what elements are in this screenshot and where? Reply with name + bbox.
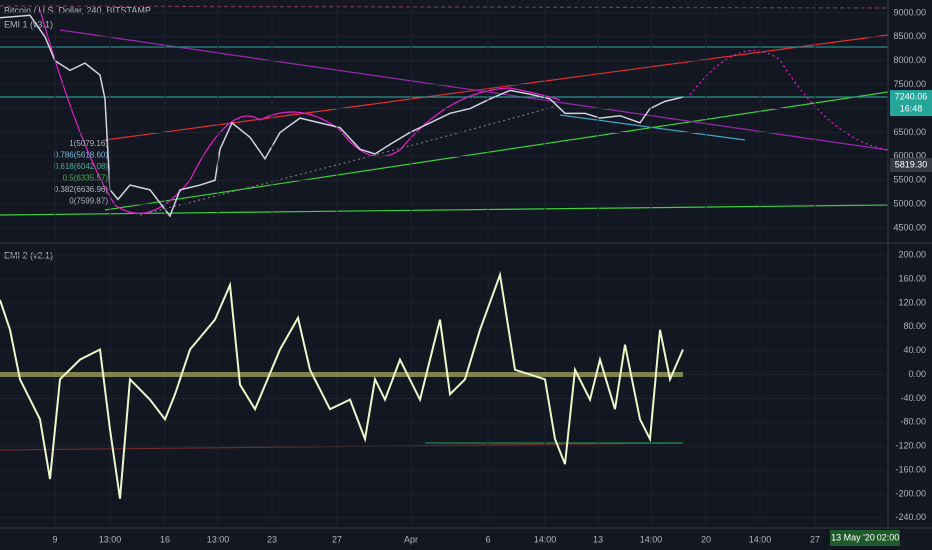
x-tick-label: 9 bbox=[52, 534, 57, 544]
y-tick-label: 8000.00 bbox=[893, 55, 926, 65]
x-tick-label: 14:00 bbox=[749, 534, 772, 544]
projection bbox=[689, 50, 889, 151]
level-line bbox=[0, 5, 889, 9]
y-tick-label: 0.00 bbox=[908, 369, 926, 379]
x-tick-label: 20 bbox=[701, 534, 711, 544]
y-tick-label: 80.00 bbox=[903, 321, 926, 331]
y-tick-label: -160.00 bbox=[895, 464, 926, 474]
y-tick-label: -120.00 bbox=[895, 441, 926, 451]
series-line bbox=[0, 270, 684, 499]
x-tick-label: Apr bbox=[404, 534, 418, 544]
y-tick-label: 200.00 bbox=[898, 250, 926, 260]
fib-label: 1(5079.16) bbox=[69, 139, 108, 148]
y-tick-label: 4500.00 bbox=[893, 222, 926, 232]
x-tick-label: 14:00 bbox=[640, 534, 663, 544]
x-tick-label: 13:00 bbox=[99, 534, 122, 544]
y-tick-label: 5000.00 bbox=[893, 199, 926, 209]
series-line bbox=[0, 14, 684, 218]
price-label: 7240.06 bbox=[895, 91, 928, 101]
x-tick-label: 23 bbox=[267, 534, 277, 544]
projection bbox=[139, 104, 561, 216]
trend-line bbox=[59, 29, 889, 151]
fib-label: 0.786(5618.60) bbox=[54, 151, 109, 160]
y-tick-label: 6000.00 bbox=[893, 151, 926, 161]
y-tick-label: -80.00 bbox=[900, 417, 926, 427]
marker-box bbox=[890, 158, 932, 173]
crosshair-date: 13 May '20 bbox=[831, 532, 875, 542]
x-tick-label: 27 bbox=[810, 534, 820, 544]
crosshair-box bbox=[876, 530, 900, 546]
fib-label: 0(7599.87) bbox=[69, 197, 108, 206]
y-tick-label: 9000.00 bbox=[893, 7, 926, 17]
marker-label: 5819.30 bbox=[895, 159, 928, 169]
trend-line bbox=[559, 114, 746, 141]
y-tick-label: 120.00 bbox=[898, 297, 926, 307]
crosshair-time: 02:00 bbox=[877, 532, 900, 542]
y-tick-label: 40.00 bbox=[903, 345, 926, 355]
y-tick-label: -40.00 bbox=[900, 393, 926, 403]
y-tick-label: 6500.00 bbox=[893, 127, 926, 137]
trend-line bbox=[104, 91, 889, 211]
fib-label: 0.618(6042.08) bbox=[54, 162, 109, 171]
x-tick-label: 13:00 bbox=[207, 534, 230, 544]
price-box bbox=[890, 90, 932, 117]
x-tick-label: 6 bbox=[485, 534, 490, 544]
trend-line bbox=[0, 204, 889, 216]
y-tick-label: -240.00 bbox=[895, 512, 926, 522]
y-tick-label: 160.00 bbox=[898, 273, 926, 283]
x-tick-label: 16 bbox=[160, 534, 170, 544]
fib-label: 0.382(6636.96) bbox=[54, 185, 109, 194]
countdown-label: 16:48 bbox=[900, 103, 923, 113]
y-tick-label: -200.00 bbox=[895, 488, 926, 498]
chart-title: Bitcoin / U.S. Dollar, 240, BITSTAMP bbox=[4, 5, 151, 15]
trend-line bbox=[104, 34, 889, 141]
x-tick-label: 27 bbox=[332, 534, 342, 544]
y-tick-label: 8500.00 bbox=[893, 31, 926, 41]
crosshair-box bbox=[830, 530, 876, 546]
indicator-name: EMI 1 (v3.1) bbox=[4, 19, 53, 29]
y-tick-label: 7500.00 bbox=[893, 79, 926, 89]
x-tick-label: 13 bbox=[593, 534, 603, 544]
x-tick-label: 14:00 bbox=[534, 534, 557, 544]
y-tick-label: 5500.00 bbox=[893, 175, 926, 185]
fib-label: 0.5(6335.57) bbox=[63, 174, 109, 183]
